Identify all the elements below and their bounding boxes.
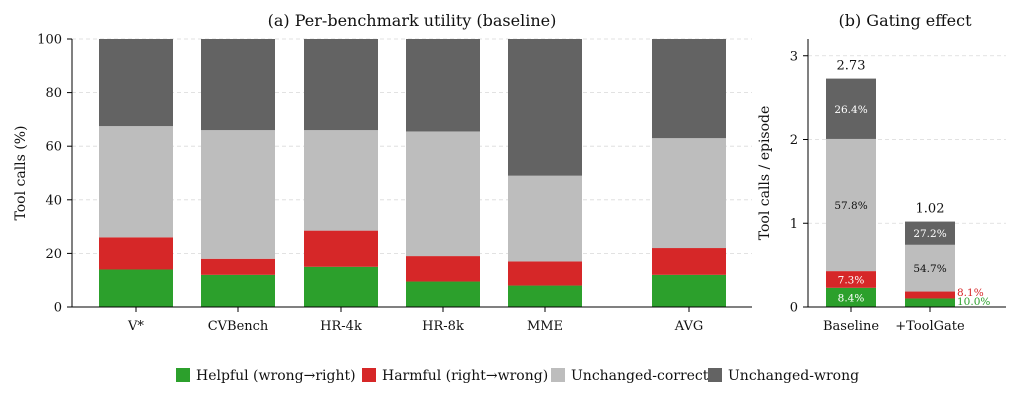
- panel-b-x-tick-label: +ToolGate: [895, 319, 965, 334]
- data-label-toolgate-helpful-wrong-right: 10.0%: [957, 296, 990, 308]
- data-label-toolgate-unchanged-correct: 54.7%: [913, 263, 946, 275]
- panel-a-x-tick-label: CVBench: [208, 319, 269, 334]
- panel-a-y-tick-label: 20: [45, 247, 62, 262]
- legend-label-harmful-right-wrong: Harmful (right→wrong): [382, 368, 548, 384]
- panel-a-y-tick-label: 0: [54, 301, 62, 316]
- data-label-baseline-helpful-wrong-right: 8.4%: [838, 292, 865, 304]
- bar-baseline-harmful-right-wrong: [826, 271, 876, 288]
- bar-toolgate-helpful-wrong-right: [905, 298, 955, 307]
- panel-b-y-ticks: 0 1 2 3: [790, 49, 808, 316]
- legend-swatch-harmful-right-wrong: [362, 368, 376, 382]
- bar-toolgate-unchanged-wrong: [905, 221, 955, 245]
- bar-avg-helpful-wrong-right: [652, 274, 726, 307]
- bar-v-unchanged-wrong: [99, 39, 173, 127]
- panel-b-title: (b) Gating effect: [838, 11, 972, 30]
- bar-hr-4k-helpful-wrong-right: [304, 266, 378, 307]
- panel-b-data-labels: 8.4% 7.3% 57.8% 26.4% 2.73 10.0%8.1% 54.7% 27.2…: [834, 58, 990, 308]
- panel-b-y-axis-label: Tool calls / episode: [757, 106, 773, 241]
- data-label-baseline-unchanged-wrong: 26.4%: [834, 104, 867, 116]
- panel-b-x-tick-label: Baseline: [823, 319, 879, 334]
- legend-label-unchanged-correct: Unchanged-correct: [571, 368, 709, 384]
- panel-b-axes: [807, 39, 1006, 308]
- data-label-toolgate-unchanged-wrong: 27.2%: [913, 228, 946, 240]
- bar-hr-8k-unchanged-correct: [406, 131, 480, 257]
- bar-toolgate-unchanged-correct: [905, 244, 955, 292]
- panel-b: (b) Gating effect 0 1 2 3 Baseline +ToolGate…: [757, 11, 1006, 334]
- bar-mme-unchanged-wrong: [508, 39, 582, 176]
- legend-label-helpful-wrong-right: Helpful (wrong→right): [196, 368, 356, 384]
- bar-cvbench-unchanged-correct: [201, 130, 275, 259]
- bar-hr-4k-unchanged-correct: [304, 130, 378, 231]
- legend-swatch-unchanged-correct: [551, 368, 565, 382]
- panel-a-x-tick-label: HR-4k: [320, 319, 362, 334]
- panel-a-y-axis-label: Tool calls (%): [13, 125, 29, 220]
- bar-v-harmful-right-wrong: [99, 237, 173, 270]
- bar-avg-unchanged-wrong: [652, 39, 726, 139]
- bar-hr-8k-helpful-wrong-right: [406, 281, 480, 307]
- legend-swatch-helpful-wrong-right: [176, 368, 190, 382]
- data-label-baseline-unchanged-correct: 57.8%: [834, 200, 867, 212]
- bar-hr-4k-unchanged-wrong: [304, 39, 378, 131]
- panel-a-y-tick-label: 100: [37, 33, 62, 48]
- panel-a-title: (a) Per-benchmark utility (baseline): [268, 11, 557, 30]
- bar-mme-helpful-wrong-right: [508, 285, 582, 307]
- panel-a-y-ticks: 0 20 40 60 80 100: [37, 33, 72, 316]
- bar-v-helpful-wrong-right: [99, 269, 173, 307]
- panel-a-y-tick-label: 80: [45, 86, 62, 101]
- legend-swatch-unchanged-wrong: [708, 368, 722, 382]
- panel-b-y-tick-label: 2: [790, 133, 798, 148]
- bar-hr-8k-harmful-right-wrong: [406, 256, 480, 282]
- panel-a-x-tick-label: V*: [127, 319, 144, 334]
- bar-mme-harmful-right-wrong: [508, 261, 582, 286]
- bar-cvbench-harmful-right-wrong: [201, 258, 275, 275]
- total-label-baseline: 2.73: [837, 58, 866, 73]
- bar-hr-8k-unchanged-wrong: [406, 39, 480, 132]
- bar-mme-unchanged-correct: [508, 175, 582, 262]
- total-label-toolgate: 1.02: [916, 202, 945, 217]
- panel-a-x-tick-label: MME: [527, 319, 563, 334]
- bar-toolgate-harmful-right-wrong: [905, 291, 955, 299]
- panel-a-x-ticks: V* CVBench HR-4k HR-8k MME AVG: [127, 307, 703, 334]
- bar-hr-4k-harmful-right-wrong: [304, 230, 378, 267]
- bar-cvbench-unchanged-wrong: [201, 39, 275, 131]
- panel-b-x-ticks: Baseline +ToolGate: [823, 307, 965, 334]
- panel-a: (a) Per-benchmark utility (baseline) 0 20…: [13, 11, 752, 334]
- legend: Helpful (wrong→right) Harmful (right→wron…: [176, 368, 859, 384]
- panel-b-bars: [826, 78, 955, 307]
- legend-label-unchanged-wrong: Unchanged-wrong: [728, 368, 859, 384]
- panel-a-axes: [71, 39, 752, 308]
- panel-a-x-tick-label: HR-8k: [422, 319, 464, 334]
- bar-cvbench-helpful-wrong-right: [201, 274, 275, 307]
- bar-avg-unchanged-correct: [652, 138, 726, 249]
- data-label-toolgate-harmful-right-wrong: 8.1%: [957, 287, 984, 299]
- bar-v-unchanged-correct: [99, 126, 173, 238]
- panel-a-x-tick-label: AVG: [674, 319, 704, 334]
- panel-a-y-tick-label: 40: [45, 193, 62, 208]
- bar-avg-harmful-right-wrong: [652, 248, 726, 275]
- bar-baseline-unchanged-wrong: [826, 78, 876, 139]
- bar-baseline-unchanged-correct: [826, 138, 876, 272]
- panel-b-y-tick-label: 3: [790, 49, 798, 64]
- data-label-baseline-harmful-right-wrong: 7.3%: [838, 274, 865, 286]
- panel-b-y-tick-label: 1: [790, 217, 798, 232]
- panel-a-y-tick-label: 60: [45, 140, 62, 155]
- panel-a-bars: [99, 39, 726, 307]
- panel-b-y-tick-label: 0: [790, 301, 798, 316]
- bar-baseline-helpful-wrong-right: [826, 287, 876, 307]
